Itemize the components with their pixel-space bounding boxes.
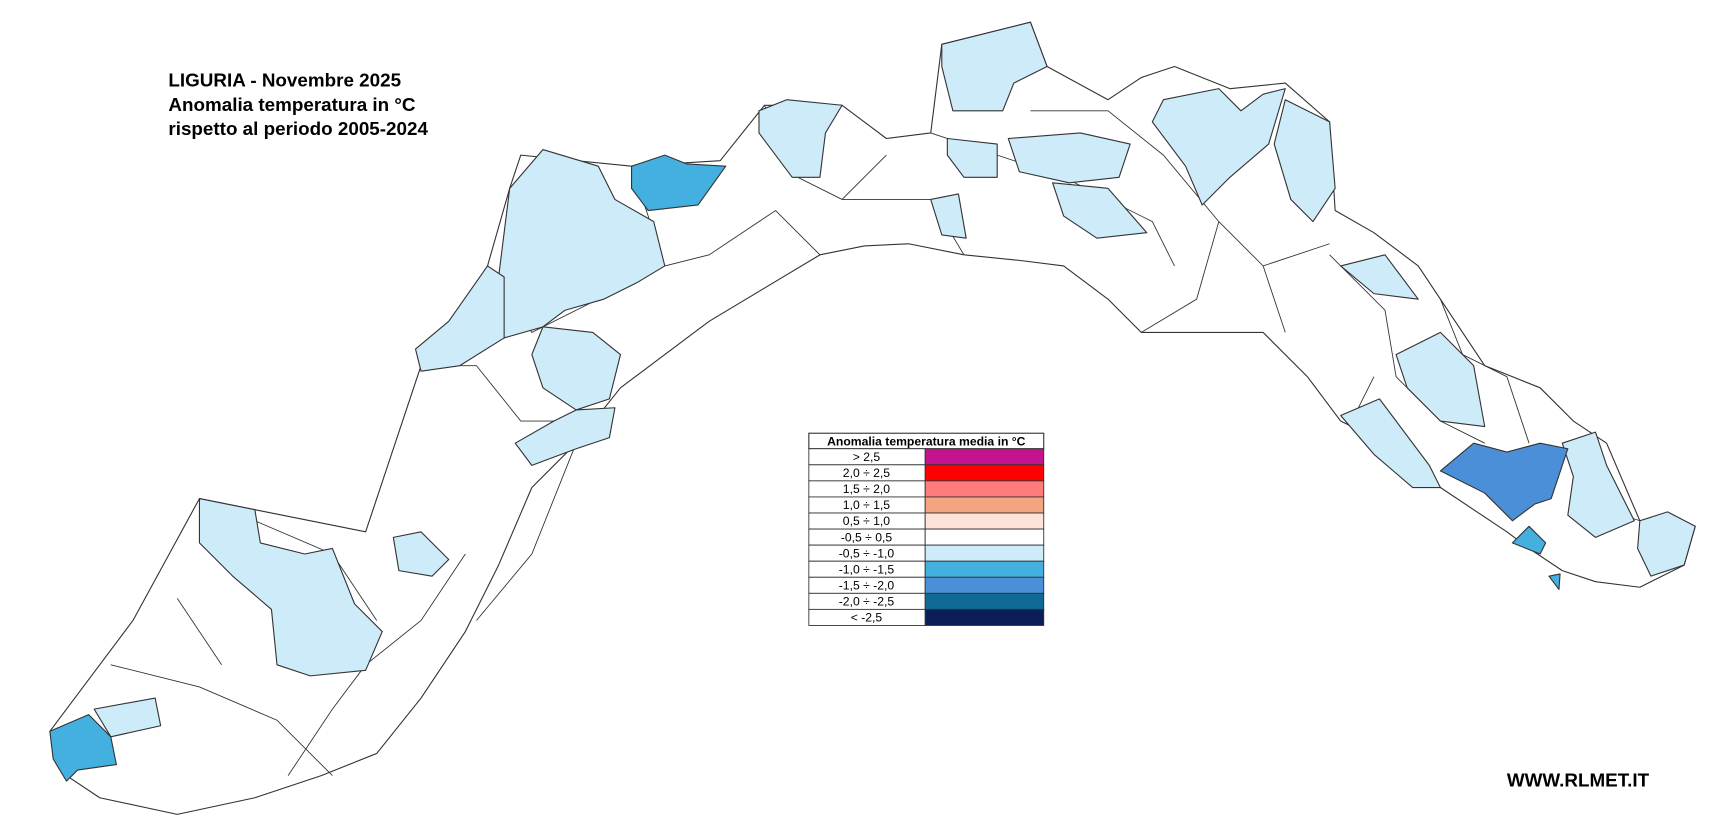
legend-label: > 2,5 xyxy=(853,450,881,464)
legend-swatch xyxy=(924,576,1045,594)
zone xyxy=(941,21,1048,112)
zone xyxy=(946,137,998,178)
map: LIGURIA - Novembre 2025 Anomalia tempera… xyxy=(49,21,1696,815)
legend-swatch xyxy=(924,592,1045,610)
legend: Anomalia temperatura media in °C > 2,5 2,… xyxy=(808,432,1045,626)
legend-label: -0,5 ÷ 0,5 xyxy=(841,530,893,544)
title-line: Anomalia temperatura in °C xyxy=(168,94,416,115)
zone xyxy=(1340,254,1419,300)
legend-label: < -2,5 xyxy=(851,611,883,625)
zone xyxy=(392,531,450,577)
legend-label: 1,0 ÷ 1,5 xyxy=(843,498,891,512)
title-line: rispetto al periodo 2005-2024 xyxy=(168,118,428,139)
zone xyxy=(1548,573,1561,591)
legend-label: -1,0 ÷ -1,5 xyxy=(839,562,895,576)
zone xyxy=(930,193,967,239)
title-block: LIGURIA - Novembre 2025 Anomalia tempera… xyxy=(168,69,428,139)
title-line: LIGURIA - Novembre 2025 xyxy=(168,69,401,90)
zone xyxy=(1561,431,1635,538)
zone xyxy=(1052,182,1148,239)
legend-swatch xyxy=(924,464,1045,482)
zone xyxy=(1439,442,1569,522)
legend-swatch xyxy=(924,528,1045,546)
zone xyxy=(531,326,622,411)
legend-swatch xyxy=(924,608,1045,626)
legend-swatch xyxy=(924,544,1045,562)
legend-label: -0,5 ÷ -1,0 xyxy=(839,546,895,560)
zone xyxy=(93,697,162,738)
zone xyxy=(1007,132,1131,184)
zone xyxy=(1273,99,1336,223)
legend-swatch xyxy=(924,480,1045,498)
zone xyxy=(1340,398,1441,489)
zone xyxy=(1395,331,1486,428)
legend-label: 0,5 ÷ 1,0 xyxy=(843,514,891,528)
zone xyxy=(758,99,843,178)
legend-swatch xyxy=(924,448,1045,466)
legend-label: -1,5 ÷ -2,0 xyxy=(839,578,895,592)
zone xyxy=(1151,88,1286,206)
zone xyxy=(198,498,383,677)
zone xyxy=(414,265,505,372)
zone xyxy=(514,407,616,466)
zone xyxy=(49,714,117,782)
legend-label: -2,0 ÷ -2,5 xyxy=(839,595,895,609)
zone xyxy=(1637,511,1696,577)
zone xyxy=(1511,525,1547,555)
legend-swatch xyxy=(924,496,1045,514)
legend-swatch xyxy=(924,512,1045,530)
legend-swatch xyxy=(924,560,1045,578)
anomaly-zones xyxy=(49,21,1696,782)
legend-label: 2,0 ÷ 2,5 xyxy=(843,466,891,480)
zone xyxy=(631,154,727,212)
site-url: WWW.RLMET.IT xyxy=(1507,770,1650,791)
legend-label: 1,5 ÷ 2,0 xyxy=(843,482,891,496)
legend-title: Anomalia temperatura media in °C xyxy=(827,434,1026,448)
